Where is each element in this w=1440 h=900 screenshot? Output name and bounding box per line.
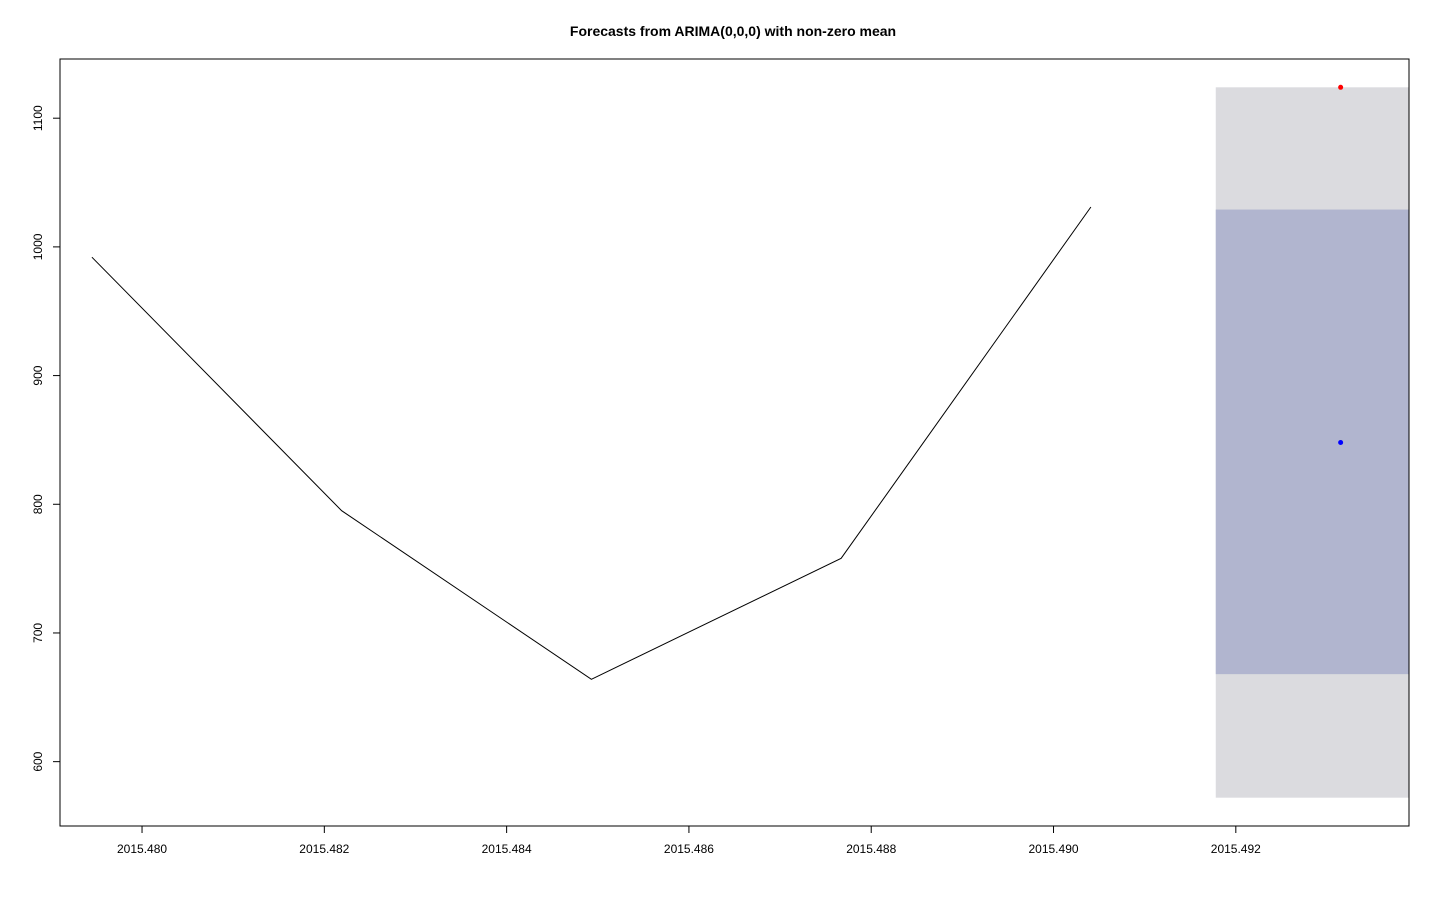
y-tick-label: 1000 (31, 233, 45, 260)
x-tick-label: 2015.482 (299, 842, 349, 856)
forecast-point (1338, 440, 1344, 445)
interval-80-band (1215, 209, 1409, 675)
y-tick-label: 900 (31, 365, 45, 385)
plot-area (91, 84, 1409, 798)
extra-point (1338, 84, 1344, 90)
x-tick-label: 2015.490 (1028, 842, 1078, 856)
plot-frame (59, 58, 1410, 827)
y-tick-label: 700 (31, 623, 45, 643)
observed-series-line (91, 206, 1092, 680)
chart-title: Forecasts from ARIMA(0,0,0) with non-zer… (570, 23, 896, 39)
x-tick-label: 2015.480 (117, 842, 167, 856)
x-axis: 2015.480 2015.482 2015.484 2015.486 2015.488… (117, 826, 1261, 856)
x-tick-label: 2015.492 (1211, 842, 1261, 856)
x-tick-label: 2015.486 (664, 842, 714, 856)
x-tick-label: 2015.484 (482, 842, 532, 856)
y-tick-label: 1100 (31, 105, 45, 131)
y-axis: 600 700 800 900 1000 1100 (31, 105, 60, 772)
y-tick-label: 800 (31, 494, 45, 514)
x-tick-label: 2015.488 (846, 842, 896, 856)
y-tick-label: 600 (31, 751, 45, 771)
